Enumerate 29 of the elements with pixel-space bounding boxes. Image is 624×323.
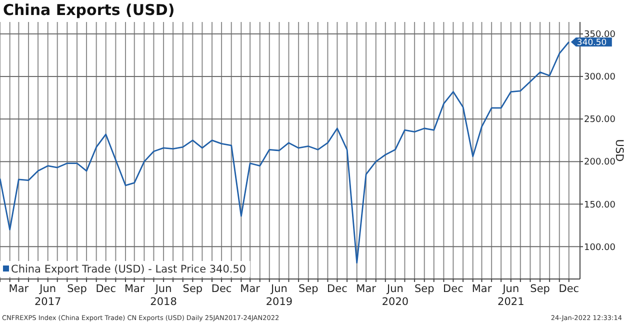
x-tick-label: Sep bbox=[182, 283, 203, 295]
x-tick-label: Jun 2019 bbox=[266, 283, 293, 308]
x-tick-label: Dec bbox=[443, 283, 464, 295]
x-tick-label: Dec bbox=[211, 283, 232, 295]
y-tick-label: 300.00 bbox=[584, 72, 616, 83]
y-tick-label: 150.00 bbox=[584, 200, 616, 210]
x-tick-label: Sep bbox=[298, 283, 319, 295]
y-tick-label: 250.00 bbox=[584, 115, 616, 126]
x-tick-label: Sep bbox=[414, 283, 435, 295]
x-tick-label: Dec bbox=[327, 283, 348, 295]
x-tick-label: Mar bbox=[8, 283, 30, 295]
x-tick-label: Mar bbox=[472, 283, 492, 295]
x-tick-label: Mar bbox=[240, 283, 261, 295]
x-tick-label: Dec bbox=[558, 283, 580, 295]
x-tick-label: Mar bbox=[356, 283, 377, 295]
chart-title: China Exports (USD) bbox=[3, 1, 175, 19]
x-tick-label: Jun 2021 bbox=[498, 283, 524, 308]
x-tick-label: Jun 2020 bbox=[382, 283, 409, 308]
x-tick-label: Mar bbox=[124, 283, 145, 295]
x-tick-label: Sep bbox=[530, 283, 550, 295]
legend-label: China Export Trade (USD) - Last Price 340.50 bbox=[11, 264, 246, 276]
data-label: 340.50 bbox=[576, 38, 607, 48]
line-series bbox=[0, 41, 570, 264]
x-tick-label: Sep bbox=[67, 283, 88, 295]
y-tick-label: 100.00 bbox=[584, 242, 616, 253]
y-tick-label: 200.00 bbox=[584, 158, 616, 168]
x-tick-label: Jun 2017 bbox=[34, 283, 62, 308]
x-tick-label: Dec bbox=[96, 283, 116, 295]
x-tick-label: Jun 2018 bbox=[150, 283, 177, 308]
